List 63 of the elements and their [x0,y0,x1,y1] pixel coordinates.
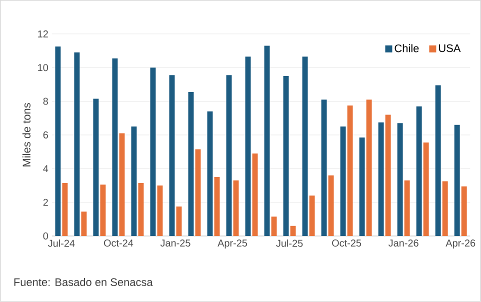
y-tick-label: 2 [43,198,48,206]
source-note: Fuente: Basado en Senacsa [14,278,153,286]
bar [176,206,182,236]
x-tick-label: Jan-25 [160,240,190,247]
bar [131,126,137,236]
bar [397,123,403,236]
bar [150,68,156,236]
bar [416,106,422,236]
bar [290,226,296,236]
x-tick-label: Jan-26 [388,240,418,247]
bar [340,126,346,236]
x-tick-label: Oct-24 [104,240,134,247]
bar [138,182,144,236]
bar [245,56,251,236]
bar [366,100,372,236]
x-tick-label: Apr-25 [218,240,248,249]
x-tick-label: Jul-25 [276,240,303,247]
bar [169,75,175,236]
bar [385,114,391,236]
legend-label: Chile [394,44,419,52]
bar [119,133,125,236]
bar [157,186,163,236]
bar [442,181,448,236]
bar [62,182,68,236]
bar [233,180,239,236]
bar [74,52,80,236]
bar [378,122,384,236]
bar [81,212,87,236]
bar [264,46,270,236]
bar [283,76,289,236]
legend-label: USA [439,44,461,52]
bar [309,196,315,236]
bar [423,142,429,236]
bar [404,180,410,236]
bar [214,177,220,236]
bar [188,92,194,236]
y-tick-label: 4 [43,165,48,172]
bar [271,216,277,236]
y-tick-label: 10 [38,64,48,72]
bar [461,186,467,236]
y-tick-label: 6 [43,131,48,139]
bar [359,138,365,236]
bar [347,106,353,236]
bar [100,184,106,236]
bar [112,58,118,236]
y-axis-title: Miles de tons [22,103,30,166]
y-tick-label: 12 [38,30,48,38]
bar [302,56,308,236]
bar [226,75,232,236]
bar [252,154,258,236]
x-tick-label: Oct-25 [332,240,362,247]
bar [93,98,99,236]
bar [321,100,327,236]
x-tick-label: Apr-26 [446,240,476,249]
y-tick-label: 8 [43,98,48,105]
bar [55,46,61,236]
y-tick-label: 0 [43,232,48,240]
x-tick-label: Jul-24 [48,240,75,247]
bar [454,124,460,236]
bar [435,85,441,236]
bar [207,111,213,236]
bar [328,175,334,236]
bar [195,149,201,236]
